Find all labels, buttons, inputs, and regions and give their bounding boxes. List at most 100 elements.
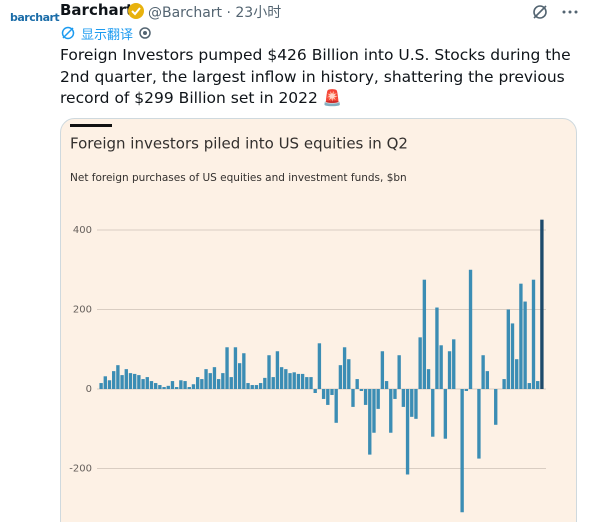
bar [275, 351, 280, 390]
bar [263, 377, 267, 390]
verified-badge [128, 3, 144, 19]
translate-link[interactable]: 显示翻译 [81, 28, 134, 43]
bar [431, 389, 435, 437]
avatar-logo[interactable]: barchart [10, 11, 60, 24]
chart-subtitle: Net foreign purchases of US equities and… [70, 172, 407, 184]
tweet-text: Foreign Investors pumped $426 Billion in… [60, 46, 571, 107]
bar [380, 351, 385, 390]
bar [313, 389, 317, 393]
bar [527, 383, 531, 390]
bar [216, 379, 221, 390]
bar [233, 347, 238, 390]
bar [195, 377, 200, 390]
bar [204, 369, 208, 390]
handle-text[interactable]: @Barchart [148, 5, 223, 21]
bar [372, 389, 376, 433]
bar [187, 387, 191, 390]
bar [112, 371, 116, 390]
bar [452, 339, 456, 390]
bar [347, 359, 351, 390]
bar [221, 373, 225, 390]
bar [137, 375, 141, 390]
bar [426, 369, 431, 390]
bar [506, 309, 510, 390]
settings-icon[interactable] [137, 25, 153, 41]
bar [271, 377, 275, 390]
bar [128, 373, 133, 390]
bar [246, 383, 250, 390]
bar [116, 365, 120, 390]
bar [158, 385, 162, 390]
bar [170, 381, 175, 390]
translate-icon [61, 26, 75, 40]
bar [439, 345, 443, 390]
bar [208, 373, 212, 390]
bar [153, 383, 158, 390]
bar [300, 373, 305, 390]
bar [250, 385, 254, 390]
y-tick-label: 200 [73, 305, 92, 316]
bar [149, 381, 154, 390]
bar [179, 380, 183, 390]
bar [174, 387, 179, 390]
bar [330, 389, 334, 395]
bar [363, 389, 368, 405]
bar [292, 372, 296, 390]
bar [296, 373, 301, 390]
bar [237, 363, 242, 390]
bar [464, 389, 469, 392]
bar [317, 343, 322, 390]
bar [99, 383, 103, 390]
y-tick-label: -200 [69, 464, 92, 475]
bar [410, 389, 414, 417]
bar [359, 389, 364, 392]
y-tick-label: 400 [73, 225, 92, 236]
bar [338, 365, 343, 390]
top-icons [533, 5, 578, 19]
chart-card[interactable] [60, 118, 577, 522]
bar [254, 385, 259, 390]
handle[interactable]: @Barchart · 23小时 [148, 5, 282, 21]
bar [355, 379, 359, 390]
bar [384, 381, 389, 390]
bar [531, 279, 536, 390]
bar [485, 371, 490, 390]
bar [107, 380, 112, 390]
bar [288, 373, 292, 390]
bar [267, 355, 271, 390]
bar [124, 369, 128, 390]
bar [242, 353, 246, 390]
bar [422, 279, 427, 390]
bar [405, 389, 410, 475]
time[interactable]: 23小时 [235, 5, 282, 21]
bar [120, 375, 124, 390]
bar [200, 379, 204, 390]
y-tick-label: 0 [86, 384, 92, 395]
bar [460, 389, 464, 513]
bar [326, 389, 330, 405]
author-name[interactable]: Barchart [60, 1, 134, 19]
bar [212, 367, 217, 390]
bar [351, 389, 355, 407]
bar [477, 389, 481, 459]
bar [309, 377, 313, 390]
bar [229, 377, 233, 390]
bar [342, 347, 347, 390]
bar [494, 389, 498, 425]
bar [540, 219, 544, 390]
bar [145, 377, 149, 390]
bar [502, 379, 506, 390]
bar [468, 269, 473, 390]
bar [305, 377, 309, 390]
bar [481, 355, 485, 390]
bar [225, 347, 229, 390]
bar [133, 373, 137, 390]
bar [435, 307, 439, 390]
bar [258, 383, 263, 390]
bar [401, 389, 406, 407]
bar [414, 389, 418, 419]
bar [519, 283, 523, 390]
bar [334, 389, 338, 423]
